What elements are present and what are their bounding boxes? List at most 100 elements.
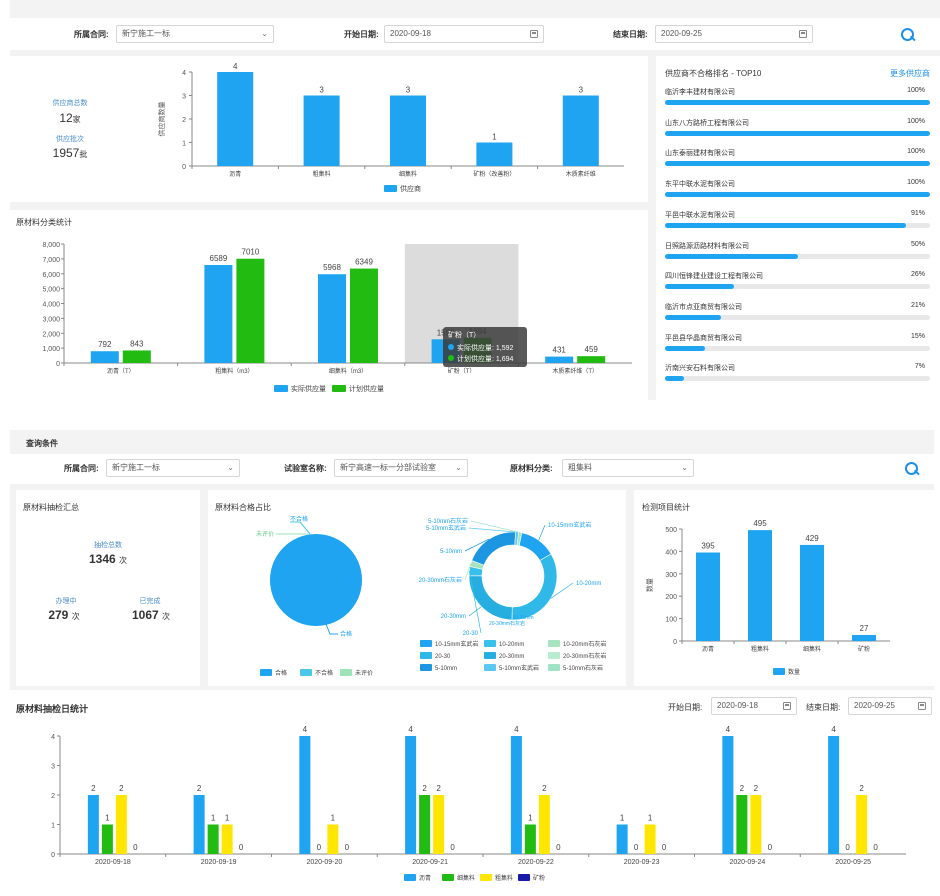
ranking-item[interactable]: 平邑县华晶商贸有限公司 15% (665, 333, 930, 363)
data-label: 1 (331, 814, 336, 823)
legend-swatch (548, 664, 560, 671)
ranking-title: 供应商不合格排名 - TOP10 (665, 69, 762, 78)
bar (122, 350, 151, 363)
legend-swatch (340, 669, 352, 676)
contract-label: 所属合同: (74, 30, 109, 39)
processing-value: 279 (48, 608, 69, 622)
ranking-item[interactable]: 沂南兴安石料有限公司 7% (665, 363, 930, 393)
ranking-item[interactable]: 东平中联水泥有限公司 100% (665, 179, 930, 209)
data-label: 5968 (323, 263, 341, 272)
donut-label: 10-20mm (576, 581, 601, 587)
data-label: 6589 (210, 254, 228, 263)
ranking-item[interactable]: 临沂李丰建材有限公司 100% (665, 87, 930, 117)
ranking-item[interactable]: 山东八方路桥工程有限公司 100% (665, 118, 930, 148)
data-label: 0 (450, 843, 455, 852)
contract-select[interactable]: 新宁施工一标 ⌄ (116, 25, 274, 43)
ranking-progress-fill (665, 130, 930, 136)
search-icon[interactable] (904, 461, 920, 477)
legend-swatch (332, 385, 346, 392)
data-label: 4 (408, 725, 413, 734)
ranking-progress-fill (665, 345, 705, 351)
x-tick-label: 2020-09-19 (201, 859, 237, 866)
category-panel: 原材料分类统计 0 1,000 2,000 3,000 4,000 5,000 6,000 7… (10, 210, 648, 398)
data-label: 3 (579, 86, 584, 95)
inspection-title: 原材料抽检汇总 (23, 503, 79, 512)
start-date-input[interactable]: 2020-09-18 (384, 25, 544, 43)
lab-select[interactable]: 新宁高速一标一分部试验室 ⌄ (334, 459, 468, 477)
x-tick-label: 2020-09-23 (624, 859, 660, 866)
search-icon[interactable] (900, 27, 916, 43)
label-line (325, 623, 338, 635)
ranking-item-percent: 26% (910, 271, 925, 279)
pie-label: 未评价 (256, 530, 274, 538)
top-strip (10, 0, 940, 18)
data-label: 4 (303, 725, 308, 734)
donut-label: 20-30mm石灰岩 (419, 576, 462, 584)
tooltip-dot (448, 344, 454, 350)
more-suppliers-link[interactable]: 更多供应商 (890, 69, 930, 78)
tooltip-dot (448, 355, 454, 361)
ranking-item[interactable]: 日照路源沥路材料有限公司 50% (665, 241, 930, 271)
ranking-progress-track (665, 314, 930, 320)
start-date-label: 开始日期: (344, 30, 379, 39)
ranking-item-percent: 15% (910, 332, 925, 340)
data-label: 459 (585, 345, 599, 354)
x-tick-label: 矿粉 (858, 645, 870, 653)
bar (828, 736, 840, 854)
ranking-item[interactable]: 山东泰丽建材有限公司 100% (665, 148, 930, 178)
ranking-progress-fill (665, 222, 907, 228)
qualification-panel: 原材料合格占比 不合格 未评价 合格 合格 不合格 未评价 10-15mm玄武岩 10-20m… (208, 490, 626, 686)
bar (722, 736, 734, 854)
done-label: 已完成 (139, 598, 161, 605)
x-tick-label: 2020-09-24 (729, 859, 765, 866)
bar (696, 552, 720, 641)
ranking-item-name: 四川恒锋建业建设工程有限公司 (665, 273, 763, 281)
ranking-item-percent: 7% (914, 363, 925, 371)
bar (433, 795, 445, 854)
legend-label: 20-30mm石灰岩 (563, 652, 606, 660)
ranking-item[interactable]: 平邑中联水泥有限公司 91% (665, 210, 930, 240)
data-label: 0 (634, 843, 639, 852)
daily-start-label: 开始日期: (668, 703, 703, 712)
ranking-item[interactable]: 临沂市点亚商贸有限公司 21% (665, 302, 930, 332)
contract-value: 新宁施工一标 (122, 29, 170, 38)
daily-end-input[interactable]: 2020-09-25 (848, 697, 932, 715)
ranking-progress-fill (665, 376, 684, 382)
legend-label: 10-20mm (499, 642, 524, 648)
data-label: 0 (317, 843, 322, 852)
x-tick-label: 2020-09-21 (412, 859, 448, 866)
y-tick-label: 500 (665, 527, 677, 534)
data-label: 4 (831, 725, 836, 734)
ranking-item-name: 沂南兴安石料有限公司 (665, 365, 735, 373)
legend-swatch (484, 640, 496, 647)
x-tick-label: 沥青 (229, 170, 241, 178)
ranking-item-name: 临沂市点亚商贸有限公司 (665, 303, 742, 311)
end-date-input[interactable]: 2020-09-25 (655, 25, 813, 43)
legend-label: 数量 (788, 668, 800, 676)
daily-end-value: 2020-09-25 (854, 701, 895, 710)
chevron-down-icon: ⌄ (261, 29, 268, 38)
bar (524, 824, 536, 854)
donut-slice (468, 575, 513, 621)
category-title: 原材料分类统计 (16, 218, 72, 227)
donut-label: 5-10mm (440, 549, 462, 555)
x-tick-label: 木质素纤维（T） (552, 367, 598, 375)
donut-label: 20-30mm (512, 615, 533, 621)
bar (852, 634, 876, 641)
bar (204, 264, 233, 363)
donut-label: 20-30mm (441, 614, 466, 620)
legend-swatch (384, 185, 397, 192)
ranking-item[interactable]: 四川恒锋建业建设工程有限公司 26% (665, 271, 930, 301)
contract-select-2[interactable]: 新宁施工一标 ⌄ (106, 459, 240, 477)
category-select[interactable]: 粗集料 ⌄ (562, 459, 694, 477)
y-tick-label: 0 (673, 639, 677, 646)
daily-start-input[interactable]: 2020-09-18 (711, 697, 797, 715)
legend-swatch (420, 640, 432, 647)
y-tick-label: 400 (665, 549, 677, 556)
ranking-progress-track (665, 100, 930, 105)
ranking-progress-fill (665, 100, 930, 105)
data-label: 0 (556, 843, 561, 852)
calendar-icon (530, 30, 538, 38)
